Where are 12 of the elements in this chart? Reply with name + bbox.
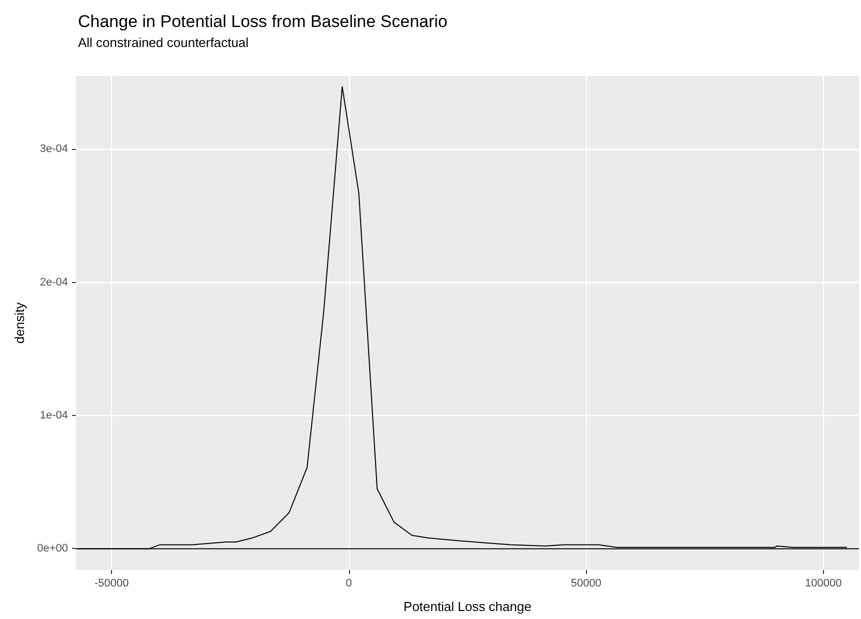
y-tick-label: 3e-04: [40, 143, 68, 156]
y-tick-label: 1e-04: [40, 410, 68, 422]
x-tick-label: 0: [346, 578, 352, 590]
chart-subtitle: All constrained counterfactual: [78, 35, 249, 50]
x-tick-label: 100000: [805, 578, 842, 590]
chart-title: Change in Potential Loss from Baseline Scenario: [78, 12, 448, 31]
x-tick-label: 50000: [570, 578, 602, 590]
y-tick-label: 0e+00: [37, 542, 68, 555]
x-tick-label: -50000: [94, 578, 129, 590]
y-tick-label: 2e-04: [40, 276, 68, 288]
x-axis-title: Potential Loss change: [404, 599, 532, 614]
y-axis-title: density: [12, 302, 27, 344]
